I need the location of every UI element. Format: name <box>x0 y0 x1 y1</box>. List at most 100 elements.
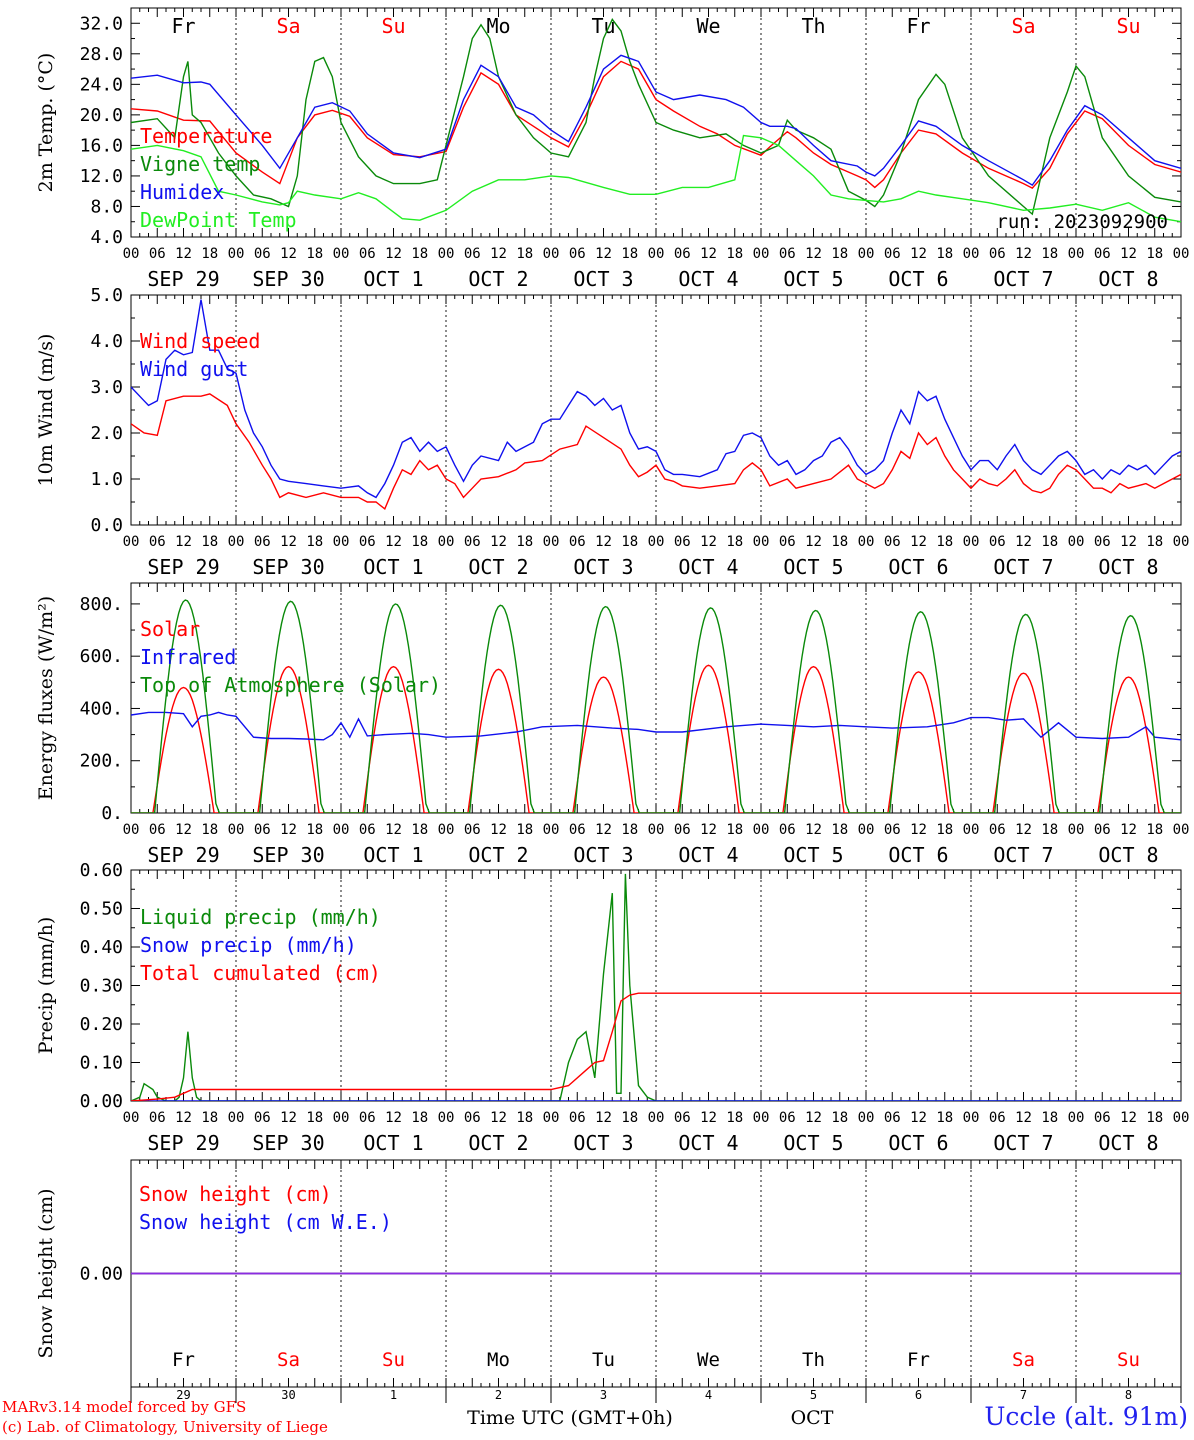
x-date-label: OCT 3 <box>573 267 633 291</box>
y-tick-label: 0.50 <box>80 899 123 920</box>
x-date-label: OCT 2 <box>468 1131 528 1155</box>
bottom-day-number: 5 <box>810 1388 817 1402</box>
x-hour-label: 18 <box>831 1110 848 1126</box>
x-date-label: OCT 7 <box>993 1131 1053 1155</box>
x-hour-label: 00 <box>438 1110 455 1126</box>
x-hour-label: 00 <box>438 246 455 262</box>
x-hour-label: 12 <box>1015 822 1032 838</box>
x-hour-label: 12 <box>595 246 612 262</box>
x-hour-label: 18 <box>1146 822 1163 838</box>
x-date-label: SEP 29 <box>147 1131 219 1155</box>
x-date-label: OCT 1 <box>363 843 423 867</box>
legend-entry: Top of Atmosphere (Solar) <box>140 673 441 697</box>
x-hour-label: 00 <box>1068 822 1085 838</box>
x-hour-label: 18 <box>936 1110 953 1126</box>
y-tick-label: 600. <box>80 646 123 667</box>
x-hour-label: 12 <box>280 822 297 838</box>
x-hour-label: 00 <box>1173 246 1190 262</box>
x-hour-label: 12 <box>1015 534 1032 550</box>
y-axis-label: Precip (mm/h) <box>35 917 57 1055</box>
x-hour-label: 12 <box>1120 246 1137 262</box>
x-hour-label: 06 <box>359 822 376 838</box>
x-hour-label: 12 <box>700 246 717 262</box>
x-hour-label: 06 <box>1094 534 1111 550</box>
x-hour-label: 18 <box>201 822 218 838</box>
y-tick-label: 0.00 <box>80 1264 123 1285</box>
series-line-blue <box>131 54 1181 187</box>
x-hour-label: 06 <box>674 822 691 838</box>
x-hour-label: 06 <box>884 534 901 550</box>
legend-entry: Temperature <box>140 124 272 148</box>
x-hour-label: 18 <box>936 246 953 262</box>
x-hour-label: 00 <box>753 534 770 550</box>
x-hour-label: 18 <box>516 822 533 838</box>
x-hour-label: 18 <box>1041 246 1058 262</box>
x-hour-label: 00 <box>1173 822 1190 838</box>
day-of-week-label: Mo <box>486 14 510 38</box>
x-date-label: OCT 8 <box>1098 843 1158 867</box>
x-hour-label: 00 <box>333 1110 350 1126</box>
bottom-day-number: 2 <box>495 1388 502 1402</box>
x-date-label: OCT 3 <box>573 843 633 867</box>
x-hour-label: 06 <box>989 534 1006 550</box>
x-hour-label: 06 <box>464 822 481 838</box>
series-line-red <box>131 992 1181 1101</box>
x-date-label: OCT 4 <box>678 1131 738 1155</box>
x-hour-label: 12 <box>1120 534 1137 550</box>
x-date-label: OCT 5 <box>783 267 843 291</box>
x-hour-label: 12 <box>490 1110 507 1126</box>
x-hour-label: 00 <box>858 534 875 550</box>
x-hour-label: 12 <box>910 534 927 550</box>
x-hour-label: 06 <box>989 822 1006 838</box>
day-of-week-label: Su <box>1116 14 1140 38</box>
x-hour-label: 06 <box>149 1110 166 1126</box>
x-hour-label: 12 <box>700 534 717 550</box>
bottom-day-number: 3 <box>600 1388 607 1402</box>
x-hour-label: 12 <box>175 534 192 550</box>
x-hour-label: 00 <box>543 1110 560 1126</box>
y-axis-label: 10m Wind (m/s) <box>35 334 57 487</box>
x-hour-label: 18 <box>201 246 218 262</box>
x-hour-label: 12 <box>490 822 507 838</box>
y-tick-label: 0.60 <box>80 860 123 881</box>
x-hour-label: 12 <box>490 246 507 262</box>
day-of-week-label: Su <box>381 14 405 38</box>
x-date-label: OCT 2 <box>468 843 528 867</box>
x-hour-label: 12 <box>805 822 822 838</box>
bottom-day-of-week: Tu <box>592 1349 615 1371</box>
y-tick-label: 2.0 <box>90 423 123 444</box>
x-hour-label: 18 <box>411 534 428 550</box>
y-tick-label: 4.0 <box>90 227 123 248</box>
x-hour-label: 00 <box>333 822 350 838</box>
y-axis-label: Energy fluxes (W/m²) <box>35 596 57 800</box>
legend-entry: Infrared <box>140 645 236 669</box>
x-hour-label: 00 <box>753 1110 770 1126</box>
bottom-day-number: 8 <box>1125 1388 1132 1402</box>
y-tick-label: 5.0 <box>90 285 123 306</box>
x-hour-label: 12 <box>385 534 402 550</box>
x-hour-label: 06 <box>989 1110 1006 1126</box>
x-hour-label: 00 <box>1068 534 1085 550</box>
bottom-day-of-week: Th <box>802 1349 825 1371</box>
series-line-green <box>131 18 1181 216</box>
legend-entry: Wind speed <box>140 329 260 353</box>
x-date-label: OCT 6 <box>888 555 948 579</box>
legend-entry: Liquid precip (mm/h) <box>140 905 381 929</box>
x-date-label: SEP 29 <box>147 843 219 867</box>
x-hour-label: 12 <box>175 246 192 262</box>
x-hour-label: 00 <box>648 246 665 262</box>
y-tick-label: 0.30 <box>80 976 123 997</box>
x-date-label: OCT 1 <box>363 1131 423 1155</box>
y-tick-label: 24.0 <box>80 74 123 95</box>
y-axis-label: Snow height (cm) <box>35 1188 57 1358</box>
x-hour-label: 06 <box>989 246 1006 262</box>
x-hour-label: 18 <box>831 534 848 550</box>
legend-entry: Wind gust <box>140 357 248 381</box>
legend-entry: Snow height (cm W.E.) <box>139 1210 392 1234</box>
y-axis-label: 2m Temp. (°C) <box>35 53 57 193</box>
x-hour-label: 12 <box>385 246 402 262</box>
x-hour-label: 18 <box>1146 246 1163 262</box>
x-hour-label: 00 <box>1068 1110 1085 1126</box>
x-hour-label: 18 <box>306 246 323 262</box>
